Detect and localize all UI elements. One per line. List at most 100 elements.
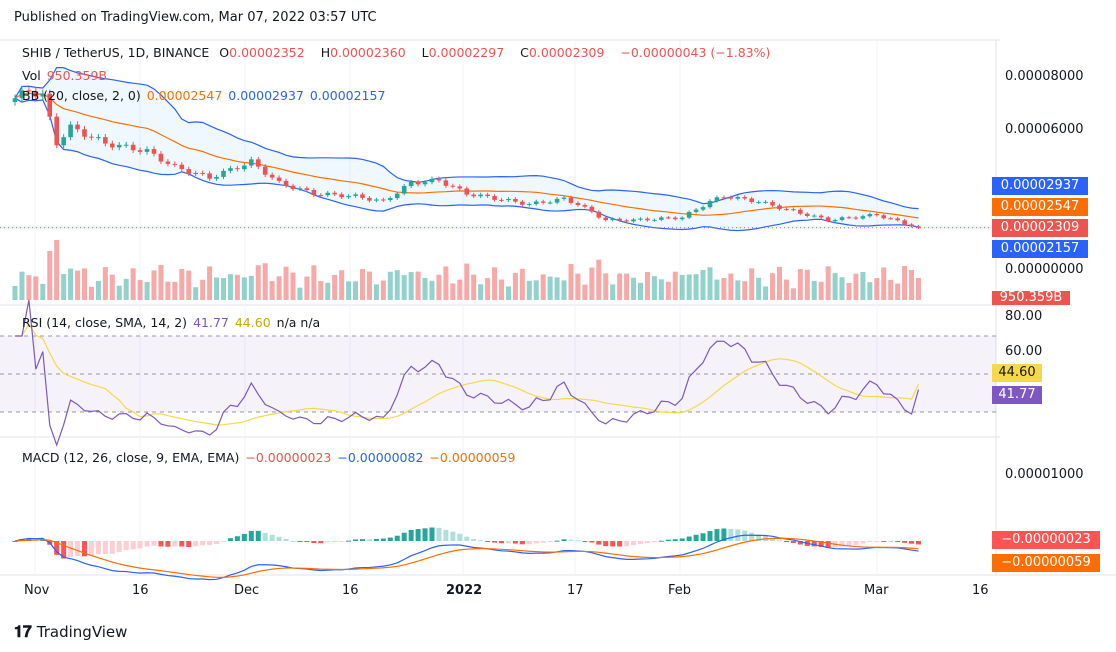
macd-histogram-bar	[638, 541, 643, 544]
macd-histogram-bar	[151, 541, 157, 546]
candle-body	[652, 219, 657, 221]
volume-bar	[763, 286, 769, 300]
candle-body	[262, 166, 268, 175]
candle-body	[811, 215, 817, 217]
candle-body	[825, 217, 831, 222]
candle-body	[846, 217, 852, 219]
volume-bar	[728, 273, 734, 300]
candle-body	[478, 194, 483, 197]
candle-body	[888, 218, 893, 220]
candle-body	[728, 197, 734, 199]
candle-body	[818, 215, 824, 218]
macd-histogram-bar	[679, 538, 685, 541]
tv-logo-icon: 𝟏𝟕	[14, 622, 32, 641]
time-tick: 16	[132, 583, 149, 598]
candle-body	[332, 192, 337, 195]
volume-bar	[512, 272, 518, 300]
candle-body	[47, 93, 53, 117]
candle-body	[96, 137, 101, 139]
candle-body	[89, 136, 94, 138]
candle-body	[770, 201, 775, 206]
macd-histogram-bar	[464, 536, 470, 541]
volume-bar	[540, 274, 546, 300]
volume-bar	[672, 271, 678, 300]
candle-body	[672, 217, 678, 220]
candle-body	[659, 217, 664, 220]
macd-histogram-bar	[137, 541, 143, 549]
macd-histogram-bar	[353, 539, 359, 541]
macd-histogram-bar	[610, 541, 616, 547]
macd-histogram-bar	[339, 541, 345, 542]
candle-body	[589, 206, 595, 212]
volume-bar	[485, 278, 491, 300]
volume-bar	[82, 268, 87, 300]
rsi-value: 41.77	[193, 315, 229, 330]
candle-body	[172, 163, 178, 165]
macd-histogram-bar	[422, 528, 428, 541]
candle-body	[26, 90, 32, 92]
rsi-label: RSI (14, close, SMA, 14, 2)	[22, 315, 188, 330]
candle-body	[805, 213, 810, 217]
candle-body	[443, 180, 449, 186]
low-label: L	[421, 45, 429, 60]
candle-body	[61, 137, 66, 146]
macd-label: MACD (12, 26, close, 9, EMA, EMA)	[22, 450, 240, 465]
volume-bar	[116, 285, 122, 300]
volume-bar	[457, 279, 463, 300]
volume-bar	[596, 259, 602, 300]
bb-lower-line	[14, 97, 919, 232]
macd-line	[14, 534, 919, 581]
macd-histogram-bar	[881, 541, 887, 542]
candle-body	[130, 144, 136, 151]
candle-body	[735, 196, 741, 199]
candle-body	[214, 176, 219, 179]
tradingview-logo[interactable]: 𝟏𝟕 TradingView	[14, 622, 127, 642]
volume-bar	[742, 281, 748, 300]
macd-histogram-bar	[262, 532, 268, 541]
macd-histogram-bar	[665, 539, 671, 541]
rsi-legend: RSI (14, close, SMA, 14, 2) 41.77 44.60 n/a…	[22, 315, 326, 330]
volume-bar	[276, 276, 282, 300]
candle-body	[429, 178, 435, 183]
volume-bar	[916, 277, 921, 300]
volume-bar	[561, 280, 567, 300]
macd-histogram-bar	[415, 529, 421, 541]
candle-body	[867, 214, 873, 217]
candle-body	[568, 197, 574, 203]
volume-bar	[353, 281, 359, 300]
candle-body	[617, 218, 622, 221]
macd-histogram-bar	[346, 540, 352, 542]
candle-body	[798, 209, 803, 214]
macd-histogram-bar	[109, 541, 115, 554]
candle-body	[506, 198, 511, 201]
volume-bar	[179, 268, 185, 300]
volume-bar	[318, 281, 324, 300]
macd-histogram-bar	[707, 531, 713, 541]
candle-body	[777, 205, 782, 210]
macd-histogram-bar	[554, 540, 560, 542]
candle-body	[116, 144, 122, 148]
time-tick: Dec	[234, 583, 260, 598]
candle-body	[311, 190, 317, 196]
macd-histogram-bar	[909, 541, 915, 544]
rsi-sma-tag: 44.60	[992, 364, 1042, 382]
volume-bar	[707, 267, 713, 300]
macd-histogram-bar	[95, 541, 101, 555]
candle-body	[902, 220, 907, 225]
macd-histogram-bar	[408, 529, 414, 541]
macd-tick: 0.00001000	[1005, 467, 1084, 482]
volume-bar	[255, 265, 261, 300]
volume-bar	[714, 279, 720, 300]
candle-body	[513, 198, 518, 202]
macd-histogram-bar	[485, 541, 491, 542]
macd-histogram-bar	[874, 541, 880, 542]
volume-bar	[811, 280, 817, 300]
macd-histogram-bar	[123, 541, 129, 551]
candle-body	[242, 165, 247, 170]
macd-histogram-bar	[360, 539, 365, 541]
price-tick: 0.00008000	[1005, 69, 1084, 84]
macd-histogram-bar	[686, 536, 692, 541]
candle-body	[54, 116, 59, 146]
bb-basis: 0.00002547	[146, 88, 223, 103]
